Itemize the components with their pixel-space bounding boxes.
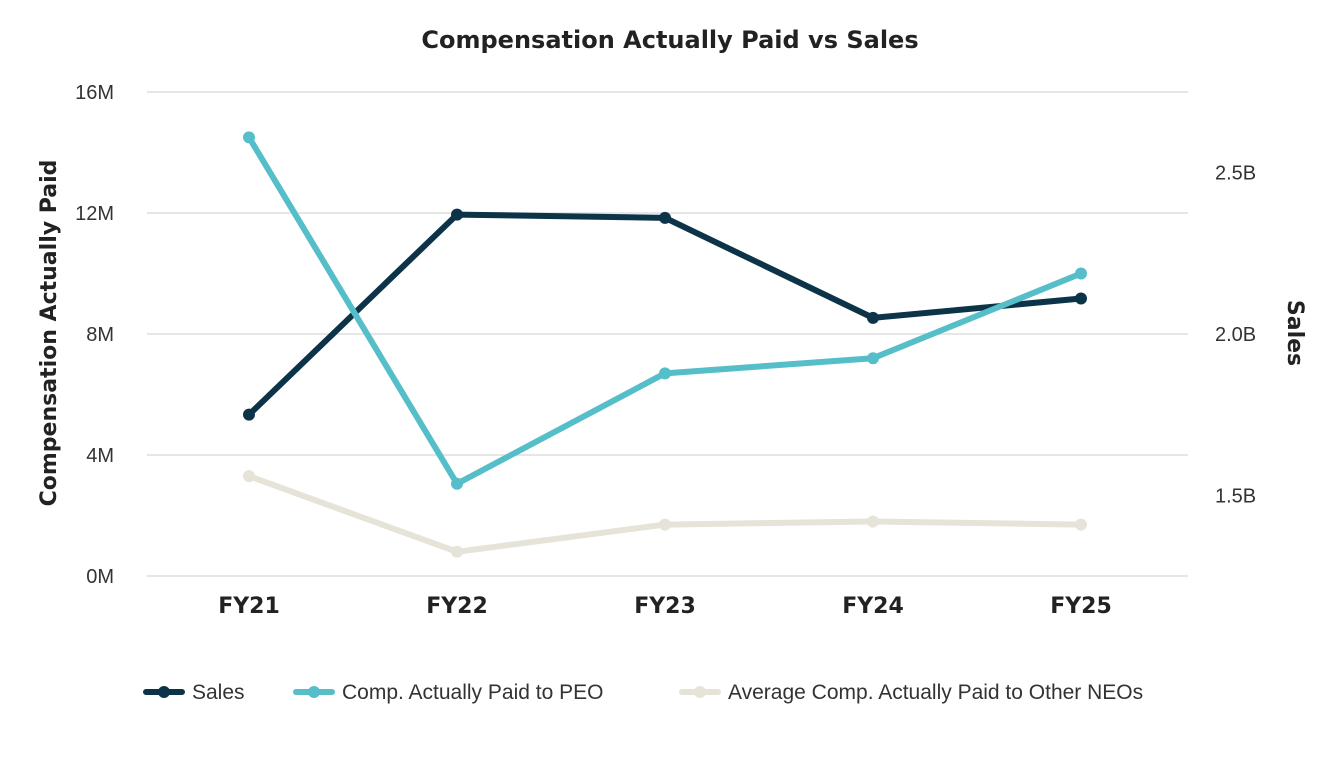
data-point — [451, 477, 463, 490]
x-axis-labels: FY21 FY22 FY23 FY24 FY25 — [218, 594, 1112, 619]
left-tick-label: 16M — [75, 82, 114, 104]
series-2 — [243, 470, 1087, 558]
legend-marker — [308, 686, 320, 698]
data-point — [659, 367, 671, 380]
legend-label: Average Comp. Actually Paid to Other NEO… — [728, 681, 1143, 704]
legend: Sales Comp. Actually Paid to PEO Average C… — [143, 681, 1143, 704]
left-tick-label: 4M — [86, 445, 114, 467]
data-point — [243, 470, 255, 483]
data-point — [1075, 292, 1087, 305]
data-point — [451, 545, 463, 558]
legend-item: Sales — [143, 681, 245, 704]
data-point — [1075, 518, 1087, 531]
right-axis-ticks: 1.5B 2.0B 2.5B — [1215, 163, 1256, 508]
data-point — [659, 518, 671, 531]
data-point — [867, 515, 879, 528]
data-point — [867, 352, 879, 365]
right-axis-title: Sales — [1282, 300, 1307, 366]
data-point — [451, 208, 463, 221]
left-tick-label: 12M — [75, 203, 114, 225]
x-tick-label: FY24 — [842, 594, 904, 619]
legend-label: Sales — [192, 681, 245, 704]
data-point — [243, 131, 255, 144]
x-tick-label: FY25 — [1050, 594, 1112, 619]
series — [243, 131, 1087, 558]
left-tick-label: 8M — [86, 324, 114, 346]
left-tick-label: 0M — [86, 566, 114, 588]
legend-item: Average Comp. Actually Paid to Other NEO… — [679, 681, 1143, 704]
left-axis-ticks: 0M 4M 8M 12M 16M — [75, 82, 114, 588]
legend-label: Comp. Actually Paid to PEO — [342, 681, 603, 704]
legend-marker — [694, 686, 706, 698]
series-1 — [243, 131, 1087, 490]
legend-item: Comp. Actually Paid to PEO — [293, 681, 603, 704]
series-0 — [243, 208, 1087, 421]
legend-marker — [158, 686, 170, 698]
right-tick-label: 2.0B — [1215, 324, 1256, 346]
grid — [147, 91, 1188, 577]
series-line — [246, 473, 1084, 555]
right-tick-label: 1.5B — [1215, 485, 1256, 507]
chart-title: Compensation Actually Paid vs Sales — [421, 26, 918, 54]
x-tick-label: FY23 — [634, 594, 696, 619]
data-point — [1075, 267, 1087, 280]
data-point — [659, 211, 671, 224]
right-tick-label: 2.5B — [1215, 163, 1256, 185]
left-axis-title: Compensation Actually Paid — [37, 160, 62, 507]
data-point — [867, 311, 879, 324]
x-tick-label: FY22 — [426, 594, 488, 619]
data-point — [243, 408, 255, 421]
series-line — [246, 211, 1084, 418]
x-tick-label: FY21 — [218, 594, 280, 619]
